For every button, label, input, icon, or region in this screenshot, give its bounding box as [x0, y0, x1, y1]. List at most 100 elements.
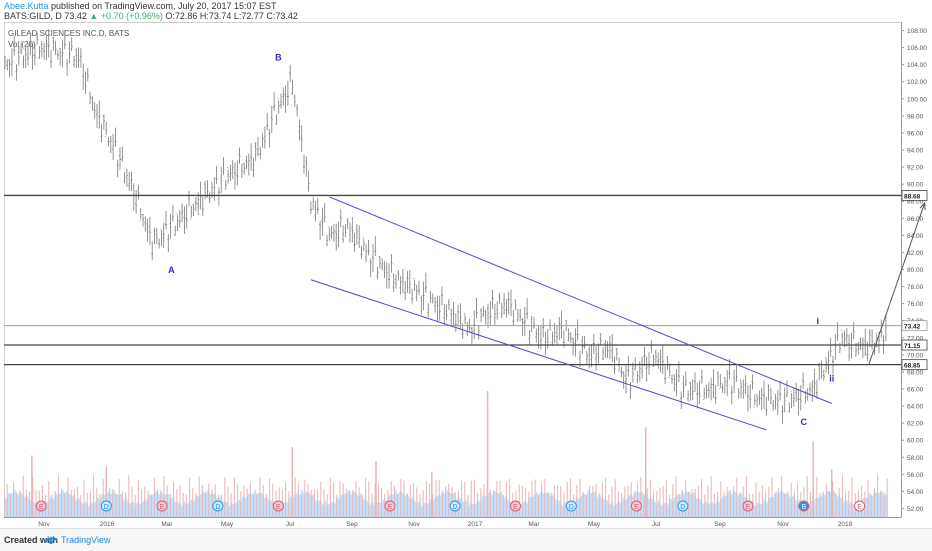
x-tick-label: Jul	[286, 521, 295, 528]
event-marker-label: E	[857, 504, 862, 511]
event-marker-icon	[384, 500, 396, 512]
x-tick-label: 2017	[468, 521, 483, 528]
created-with-label: Created with	[4, 535, 59, 545]
y-tick-label: 76.00	[907, 301, 924, 308]
event-marker-label: D	[680, 504, 685, 511]
event-marker-icon	[565, 500, 577, 512]
level-price-label: 73.42	[904, 324, 921, 331]
y-tick-label: 96.00	[907, 130, 924, 137]
event-marker-icon	[35, 500, 47, 512]
chart-area[interactable]: GILEAD SCIENCES INC.D, BATS Vol (20) 52.00…	[3, 22, 929, 528]
author-link[interactable]: Abee.Kutta	[4, 1, 49, 11]
x-tick-label: Nov	[408, 521, 420, 528]
x-tick-label: Mar	[528, 521, 540, 528]
event-marker-icon	[510, 500, 521, 512]
chart-header: Abee.Kutta published on TradingView.com,…	[0, 0, 932, 22]
price-chart[interactable]: GILEAD SCIENCES INC.D, BATS Vol (20) 52.00…	[3, 22, 929, 528]
x-tick-label: May	[588, 521, 601, 528]
y-tick-label: 64.00	[907, 404, 924, 411]
x-tick-label: Jul	[652, 521, 661, 528]
level-price-box	[901, 320, 928, 332]
x-tick-label: 2016	[100, 521, 115, 528]
event-marker-label: E	[39, 504, 44, 511]
x-tick-label: May	[221, 521, 234, 528]
y-tick-label: 78.00	[907, 284, 924, 291]
y-tick-label: 106.00	[907, 45, 927, 52]
x-tick-label: Sep	[714, 521, 726, 528]
event-marker-icon	[630, 500, 642, 512]
y-tick-label: 94.00	[907, 148, 924, 155]
y-tick-label: 52.00	[907, 506, 924, 513]
y-tick-label: 88.00	[907, 199, 924, 206]
event-marker-label: E	[276, 504, 281, 511]
y-tick-label: 60.00	[907, 438, 924, 445]
y-tick-label: 90.00	[907, 182, 924, 189]
event-marker-label: D	[215, 504, 220, 511]
channel-lower-line	[310, 279, 767, 431]
level-price-label: 71.15	[904, 343, 921, 350]
tradingview-logo-icon	[44, 537, 58, 544]
price-change: ▲ +0.70 (+0.96%)	[89, 11, 163, 21]
event-marker-label: E	[160, 504, 165, 511]
event-marker-label: D	[569, 504, 574, 511]
event-marker-label: E	[513, 504, 518, 511]
x-tick-label: Nov	[38, 521, 50, 528]
volume-indicator-label: Vol (20)	[8, 40, 36, 49]
tradingview-brand[interactable]: TradingView	[61, 535, 111, 545]
y-tick-label: 70.00	[907, 352, 924, 359]
event-marker-icon	[272, 500, 284, 512]
y-tick-label: 98.00	[907, 113, 924, 120]
y-tick-label: 104.00	[907, 62, 927, 69]
y-tick-label: 66.00	[907, 386, 924, 393]
y-tick-label: 56.00	[907, 472, 924, 479]
level-price-box	[901, 339, 928, 351]
event-marker-label: B	[801, 504, 806, 511]
event-marker-label: E	[746, 504, 751, 511]
y-tick-label: 54.00	[907, 489, 924, 496]
y-tick-label: 72.00	[907, 335, 924, 342]
projection-arrow-line	[868, 202, 926, 365]
y-tick-label: 80.00	[907, 267, 924, 274]
projection-arrow-head	[919, 201, 926, 210]
event-marker-icon	[156, 500, 168, 512]
level-price-label: 88.68	[904, 193, 921, 200]
ohlc-values: O:72.86 H:73.74 L:72.77 C:73.42	[162, 11, 298, 21]
event-marker-icon	[854, 500, 866, 512]
y-tick-label: 86.00	[907, 216, 924, 223]
y-tick-label: 68.00	[907, 369, 924, 376]
y-tick-label: 58.00	[907, 455, 924, 462]
x-tick-label: Nov	[777, 521, 789, 528]
wave-label: B	[275, 52, 282, 62]
y-tick-label: 100.00	[907, 96, 927, 103]
y-tick-label: 62.00	[907, 421, 924, 428]
event-marker-label: D	[104, 504, 109, 511]
x-tick-label: 2018	[838, 521, 853, 528]
wave-label: i	[816, 316, 819, 326]
event-marker-icon	[449, 500, 461, 512]
symbol-price: BATS:GILD, D 73.42	[4, 11, 87, 21]
y-tick-label: 92.00	[907, 165, 924, 172]
plot-frame	[4, 22, 902, 518]
event-marker-icon	[677, 500, 689, 512]
publish-info: published on TradingView.com, July 20, 2…	[48, 1, 277, 11]
event-marker-icon	[212, 500, 224, 512]
level-price-label: 68.85	[904, 363, 921, 370]
y-tick-label: 108.00	[907, 28, 927, 35]
level-price-box	[901, 359, 928, 371]
level-price-box	[901, 190, 928, 201]
event-marker-label: E	[634, 504, 639, 511]
chart-title: GILEAD SCIENCES INC.D, BATS	[8, 29, 129, 38]
quote-line: BATS:GILD, D 73.42 ▲ +0.70 (+0.96%) O:72…	[4, 11, 298, 22]
event-marker-icon	[798, 500, 810, 512]
footer-bar: Created with TradingView	[0, 528, 932, 551]
publish-line: Abee.Kutta published on TradingView.com,…	[4, 1, 277, 12]
wave-label: C	[801, 417, 808, 427]
wave-label: ii	[829, 373, 834, 383]
x-tick-label: Mar	[161, 521, 173, 528]
y-tick-label: 102.00	[907, 79, 927, 86]
event-marker-icon	[100, 500, 112, 512]
y-tick-label: 84.00	[907, 233, 924, 240]
event-marker-icon	[742, 500, 754, 512]
channel-upper-line	[329, 196, 832, 404]
y-tick-label: 82.00	[907, 250, 924, 257]
